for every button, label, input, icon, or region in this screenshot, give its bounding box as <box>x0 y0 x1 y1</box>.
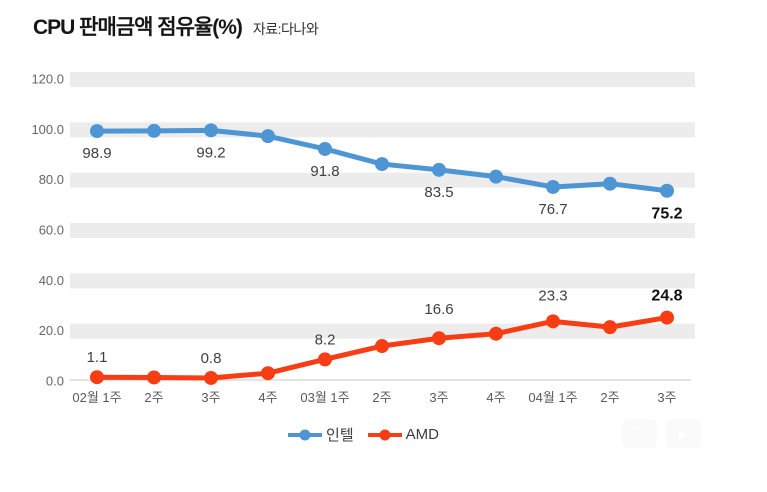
intel-marker <box>261 129 275 144</box>
x-axis-tick-label: 3주 <box>657 390 676 405</box>
chart-header: CPU 판매금액 점유율(%) 자료:다나와 <box>33 13 319 43</box>
intel-marker <box>660 183 674 198</box>
amd-marker <box>204 370 218 385</box>
intel-legend-marker-icon <box>288 429 323 440</box>
amd-legend-marker-icon <box>367 429 402 440</box>
gridline-band <box>70 323 695 339</box>
intel-marker <box>90 124 104 139</box>
intel-marker <box>147 123 161 138</box>
watermark-arrow-icon: ⤵ <box>622 419 657 448</box>
data-label: 99.2 <box>196 144 225 161</box>
x-axis-tick-label: 2주 <box>600 390 619 405</box>
x-axis-tick-label: 03월 1주 <box>300 390 349 405</box>
intel-marker <box>432 162 446 177</box>
y-axis-tick-label: 0.0 <box>46 374 64 389</box>
data-label: 24.8 <box>651 288 682 305</box>
watermark-play-icon: ▶ <box>666 419 701 448</box>
y-axis-tick-label: 100.0 <box>31 122 64 137</box>
legend-label-amd: AMD <box>405 426 439 443</box>
data-label: 16.6 <box>424 301 453 318</box>
amd-marker <box>603 320 617 335</box>
data-label: 91.8 <box>310 163 339 180</box>
gridline-band <box>70 222 695 238</box>
data-label: 75.2 <box>651 206 682 223</box>
amd-marker <box>489 326 503 341</box>
gridline-band <box>70 273 695 289</box>
legend-label-intel: 인텔 <box>326 427 354 444</box>
amd-marker <box>261 366 275 381</box>
amd-marker <box>318 352 332 367</box>
legend-item-amd: AMD <box>367 426 439 443</box>
intel-marker <box>318 141 332 156</box>
amd-marker <box>432 331 446 346</box>
data-label: 98.9 <box>82 145 111 162</box>
x-axis-tick-label: 4주 <box>486 390 505 405</box>
y-axis-tick-label: 80.0 <box>39 172 64 187</box>
x-axis-tick-label: 4주 <box>258 390 277 405</box>
x-axis-tick-label: 3주 <box>429 390 448 405</box>
data-label: 76.7 <box>538 201 567 218</box>
x-axis-tick-label: 02월 1주 <box>72 390 121 405</box>
y-axis-tick-label: 20.0 <box>39 323 64 338</box>
intel-marker <box>375 157 389 172</box>
gridline-band <box>70 71 695 87</box>
amd-marker <box>90 370 104 385</box>
x-axis-tick-label: 2주 <box>372 390 391 405</box>
data-label: 1.1 <box>87 349 108 366</box>
amd-marker <box>660 310 674 325</box>
x-axis-tick-label: 2주 <box>144 390 163 405</box>
chart-source-note: 자료:다나와 <box>252 21 319 37</box>
amd-marker <box>375 339 389 354</box>
intel-marker <box>204 123 218 138</box>
y-axis-tick-label: 40.0 <box>39 273 64 288</box>
x-axis-tick-label: 04월 1주 <box>528 390 577 405</box>
amd-marker <box>147 370 161 385</box>
intel-marker <box>489 169 503 184</box>
y-axis-tick-label: 60.0 <box>39 222 64 237</box>
data-label: 0.8 <box>201 350 222 367</box>
intel-marker <box>603 176 617 191</box>
watermark-group: ⤵ ▶ <box>622 419 701 448</box>
data-label: 23.3 <box>538 287 567 304</box>
x-axis-tick-label: 3주 <box>201 390 220 405</box>
amd-marker <box>546 314 560 329</box>
legend-item-intel: 인텔 <box>288 424 354 445</box>
y-axis-tick-label: 120.0 <box>31 71 64 86</box>
chart-title: CPU 판매금액 점유율(%) <box>33 16 243 39</box>
data-label: 83.5 <box>424 184 453 201</box>
chart-legend: 인텔 AMD <box>0 424 747 445</box>
intel-marker <box>546 179 560 194</box>
data-label: 8.2 <box>315 331 336 348</box>
